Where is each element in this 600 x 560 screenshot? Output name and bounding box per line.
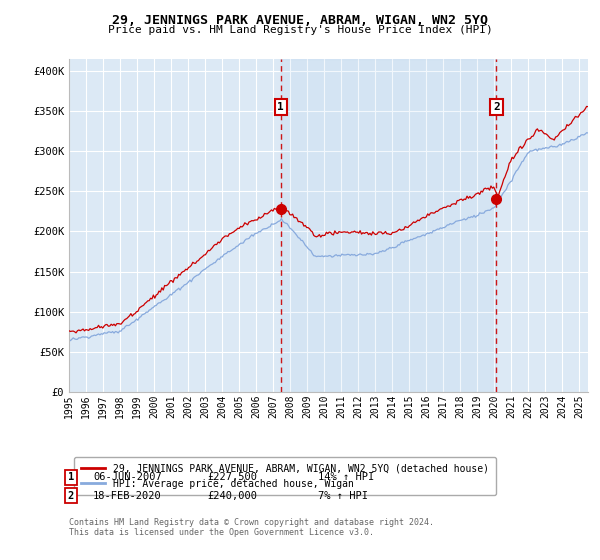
Text: 06-JUN-2007: 06-JUN-2007 bbox=[93, 472, 162, 482]
Legend: 29, JENNINGS PARK AVENUE, ABRAM, WIGAN, WN2 5YQ (detached house), HPI: Average p: 29, JENNINGS PARK AVENUE, ABRAM, WIGAN, … bbox=[74, 457, 496, 495]
Text: £227,500: £227,500 bbox=[207, 472, 257, 482]
Text: 18-FEB-2020: 18-FEB-2020 bbox=[93, 491, 162, 501]
Text: 1: 1 bbox=[68, 472, 74, 482]
Text: £240,000: £240,000 bbox=[207, 491, 257, 501]
Text: 14% ↑ HPI: 14% ↑ HPI bbox=[318, 472, 374, 482]
Bar bbox=[281, 59, 496, 392]
Text: 29, JENNINGS PARK AVENUE, ABRAM, WIGAN, WN2 5YQ: 29, JENNINGS PARK AVENUE, ABRAM, WIGAN, … bbox=[112, 14, 488, 27]
Text: 1: 1 bbox=[277, 102, 284, 112]
Text: 2: 2 bbox=[68, 491, 74, 501]
Text: 7% ↑ HPI: 7% ↑ HPI bbox=[318, 491, 368, 501]
Text: 2: 2 bbox=[493, 102, 500, 112]
Text: Contains HM Land Registry data © Crown copyright and database right 2024.
This d: Contains HM Land Registry data © Crown c… bbox=[69, 518, 434, 538]
Text: Price paid vs. HM Land Registry's House Price Index (HPI): Price paid vs. HM Land Registry's House … bbox=[107, 25, 493, 35]
